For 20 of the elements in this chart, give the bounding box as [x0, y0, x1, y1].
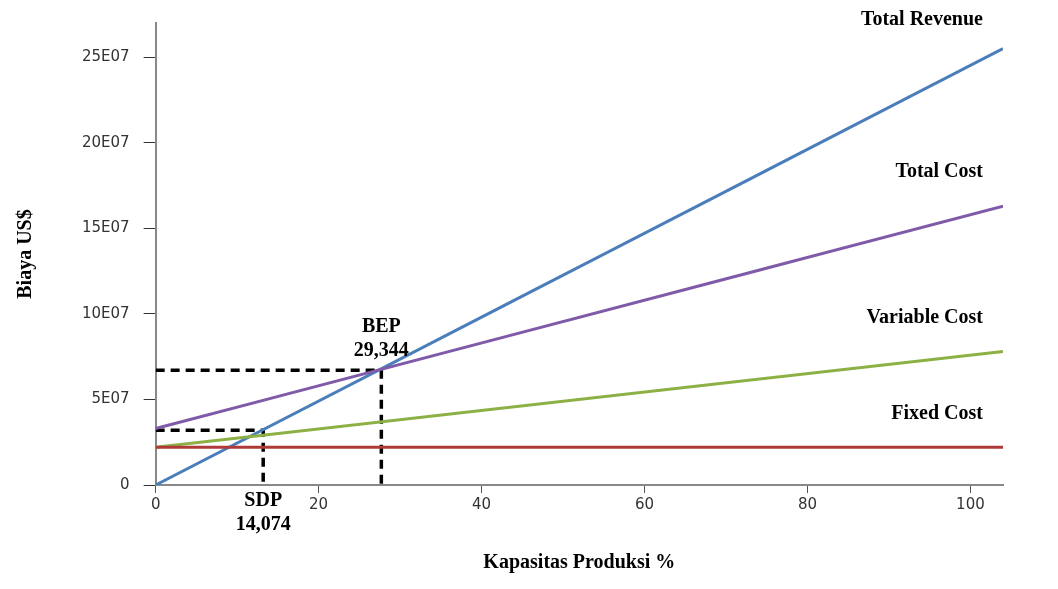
x-tick-label: 20 [309, 494, 329, 513]
series-label: Fixed Cost [891, 400, 984, 423]
x-tick-label: 0 [150, 494, 161, 513]
annotation: SDP 14,074 [235, 488, 291, 535]
x-tick-label: 80 [797, 494, 817, 513]
y-tick-label: 10E07 [82, 303, 130, 322]
series-label: Total Cost [895, 159, 984, 182]
y-axis-title: Biaya US$ [13, 209, 37, 299]
y-tick-label: 5E07 [91, 389, 130, 408]
series-label: Variable Cost [866, 304, 984, 327]
x-tick-label: 60 [634, 494, 655, 513]
y-tick-label: 15E07 [82, 218, 130, 237]
y-tick-label: 20E07 [82, 132, 130, 151]
x-tick-label: 40 [472, 494, 492, 513]
x-tick-label: 100 [956, 494, 985, 513]
x-axis-title: Kapasitas Produksi % [483, 550, 676, 574]
y-tick-label: 0 [120, 474, 130, 493]
y-tick-label: 25E07 [82, 47, 130, 66]
annotation: BEP 29,344 [353, 313, 409, 360]
series-label: Total Revenue [860, 7, 984, 30]
